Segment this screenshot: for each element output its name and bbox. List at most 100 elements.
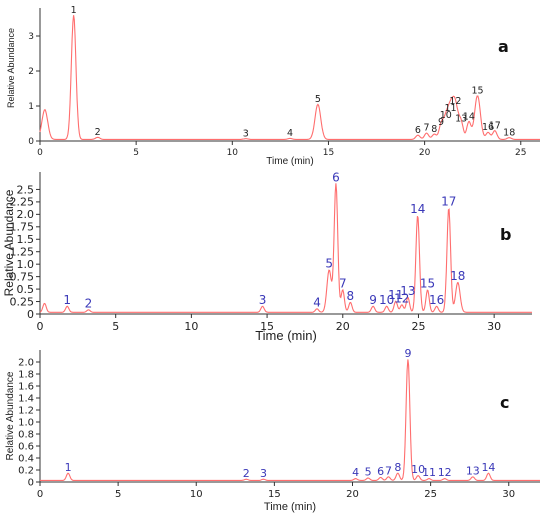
y-tick-label: 0.75	[10, 270, 35, 283]
y-tick-label: 0.6	[18, 442, 34, 453]
y-tick-label: 1.5	[17, 233, 35, 246]
x-tick-label: 25	[424, 489, 437, 500]
peak-label-8: 8	[347, 289, 355, 303]
peak-label-10: 10	[379, 293, 394, 307]
y-tick-label: 1.0	[18, 418, 34, 429]
y-tick-label: 0.8	[18, 430, 34, 441]
peak-label-18: 18	[503, 127, 515, 138]
peak-label-8: 8	[394, 461, 401, 474]
panel-label: a	[498, 37, 509, 56]
y-tick-label: 0	[28, 478, 34, 489]
y-axis-title: Relative Abundance	[5, 371, 16, 460]
peak-label-11: 11	[445, 103, 457, 114]
x-axis-title: Time (min)	[264, 501, 316, 513]
x-tick-label: 30	[487, 320, 501, 333]
peak-label-17: 17	[441, 194, 456, 208]
y-tick-label: 0	[27, 308, 34, 321]
peak-label-14: 14	[463, 112, 475, 123]
x-tick-label: 10	[190, 489, 203, 500]
y-tick-label: 0.25	[10, 295, 35, 308]
y-tick-label: 1.8	[18, 370, 34, 381]
peak-label-17: 17	[489, 120, 501, 131]
y-tick-label: 3	[28, 32, 34, 42]
peak-label-9: 9	[438, 117, 444, 128]
x-tick-label: 10	[227, 148, 239, 158]
peak-label-16: 16	[482, 122, 494, 133]
x-axis-title: Time (min)	[255, 328, 317, 343]
peak-label-4: 4	[352, 466, 359, 479]
chromatogram-trace	[39, 183, 532, 313]
peak-label-6: 6	[415, 125, 421, 136]
y-tick-label: 1.2	[18, 406, 34, 417]
x-tick-label: 10	[184, 320, 198, 333]
peak-label-11: 11	[388, 288, 403, 302]
x-tick-label: 25	[515, 148, 526, 158]
peak-label-18: 18	[450, 269, 465, 283]
y-tick-label: 2.5	[17, 183, 35, 196]
peak-label-9: 9	[369, 293, 377, 307]
peak-label-14: 14	[410, 202, 425, 216]
x-tick-label: 5	[112, 320, 119, 333]
x-tick-label: 5	[133, 148, 139, 158]
peak-label-10: 10	[411, 463, 425, 476]
peak-label-16: 16	[429, 293, 444, 307]
x-tick-label: 25	[411, 320, 425, 333]
x-tick-label: 5	[115, 489, 121, 500]
peak-label-3: 3	[260, 467, 267, 480]
peak-label-8: 8	[431, 124, 437, 135]
peak-label-1: 1	[63, 293, 71, 307]
peak-label-4: 4	[287, 128, 293, 139]
y-axis-title: Relative Abundance	[6, 28, 16, 108]
x-tick-label: 15	[260, 320, 274, 333]
x-tick-label: 0	[37, 489, 43, 500]
peak-label-15: 15	[420, 277, 435, 291]
peak-label-13: 13	[466, 464, 480, 477]
y-tick-label: 2.0	[18, 358, 34, 369]
peak-label-5: 5	[315, 94, 321, 105]
peak-label-5: 5	[365, 466, 372, 479]
peak-label-4: 4	[313, 296, 321, 310]
peak-label-12: 12	[394, 292, 409, 306]
x-tick-label: 15	[268, 489, 281, 500]
y-tick-label: 1.0	[17, 258, 35, 271]
peak-label-11: 11	[422, 466, 436, 479]
chart-panel-c: 0 5 10 15 20 25 3000.20.40.60.81.01.21.41.61.8…	[5, 347, 540, 513]
peak-label-5: 5	[325, 257, 333, 271]
peak-label-2: 2	[85, 297, 93, 311]
x-tick-label: 20	[346, 489, 359, 500]
peak-label-12: 12	[449, 96, 461, 107]
peak-label-3: 3	[243, 128, 249, 139]
y-tick-label: 1.25	[10, 246, 35, 259]
y-tick-label: 0.5	[17, 283, 35, 296]
x-tick-label: 20	[336, 320, 350, 333]
chromatogram-trace	[39, 15, 540, 140]
peak-label-6: 6	[332, 170, 340, 184]
peak-label-6: 6	[377, 465, 384, 478]
chromatogram-trace	[40, 359, 540, 481]
peak-label-12: 12	[438, 466, 452, 479]
y-tick-label: 1	[28, 102, 34, 112]
panel-label: b	[500, 225, 511, 244]
y-tick-label: 0.4	[18, 454, 34, 465]
panel-label: c	[500, 393, 509, 412]
peak-label-7: 7	[339, 277, 347, 291]
y-tick-label: 2.0	[17, 208, 35, 221]
x-tick-label: 0	[37, 320, 44, 333]
x-tick-label: 15	[323, 148, 334, 158]
y-tick-label: 2	[28, 67, 34, 77]
y-axis-title: Relative Abundance	[2, 189, 16, 296]
peak-label-14: 14	[481, 461, 495, 474]
y-tick-label: 1.6	[18, 382, 34, 393]
peak-label-7: 7	[424, 123, 430, 134]
peak-label-15: 15	[471, 85, 483, 96]
x-tick-label: 20	[419, 148, 431, 158]
peak-label-9: 9	[404, 347, 411, 360]
y-tick-label: 1.4	[18, 394, 34, 405]
peak-label-10: 10	[440, 110, 452, 121]
peak-label-13: 13	[455, 113, 467, 124]
y-tick-label: 0	[28, 137, 34, 147]
y-tick-label: 2.25	[10, 196, 35, 209]
peak-label-7: 7	[385, 464, 392, 477]
